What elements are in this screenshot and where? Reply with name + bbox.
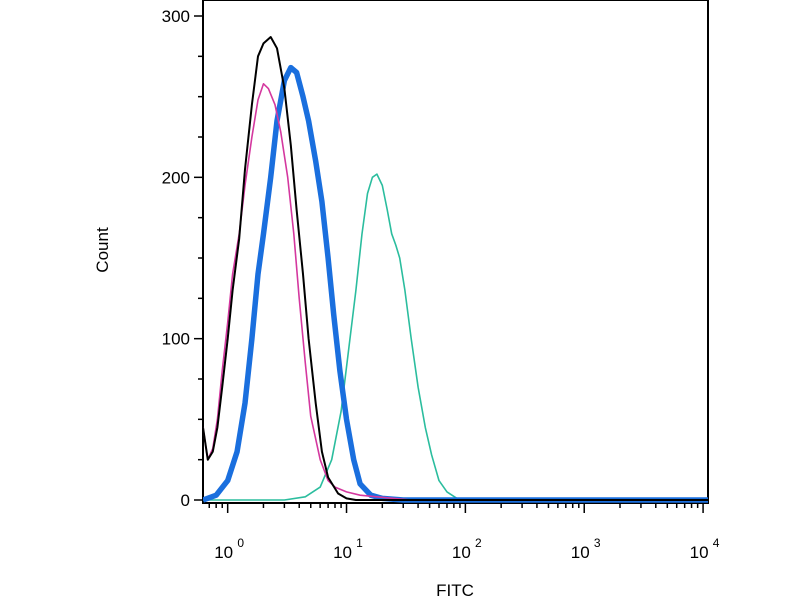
series-3-line <box>203 173 708 501</box>
y-tick-label: 300 <box>162 7 190 26</box>
y-tick-label: 100 <box>162 330 190 349</box>
x-tick-exponent: 4 <box>713 536 720 550</box>
x-axis-label: FITC <box>436 581 474 600</box>
series-2-line <box>203 64 708 503</box>
x-tick-label: 10 <box>690 543 709 562</box>
x-tick-exponent: 1 <box>356 536 363 550</box>
x-tick-exponent: 3 <box>594 536 601 550</box>
x-tick-label: 10 <box>214 543 233 562</box>
x-tick-exponent: 2 <box>475 536 482 550</box>
y-axis-label: Count <box>93 227 112 273</box>
plot-frame <box>202 0 709 504</box>
series-1-line <box>203 36 708 501</box>
y-axis-ticks: 0 100 200 300 <box>162 7 203 510</box>
series-0-line <box>203 83 708 501</box>
x-tick-exponent: 0 <box>237 536 244 550</box>
y-tick-label: 200 <box>162 168 190 187</box>
series-layer <box>203 36 708 503</box>
x-tick-label: 10 <box>452 543 471 562</box>
x-axis-ticks: 10 0 10 1 10 2 10 3 10 4 <box>208 503 720 562</box>
y-tick-label: 0 <box>181 491 190 510</box>
x-tick-label: 10 <box>571 543 590 562</box>
x-tick-label: 10 <box>333 543 352 562</box>
